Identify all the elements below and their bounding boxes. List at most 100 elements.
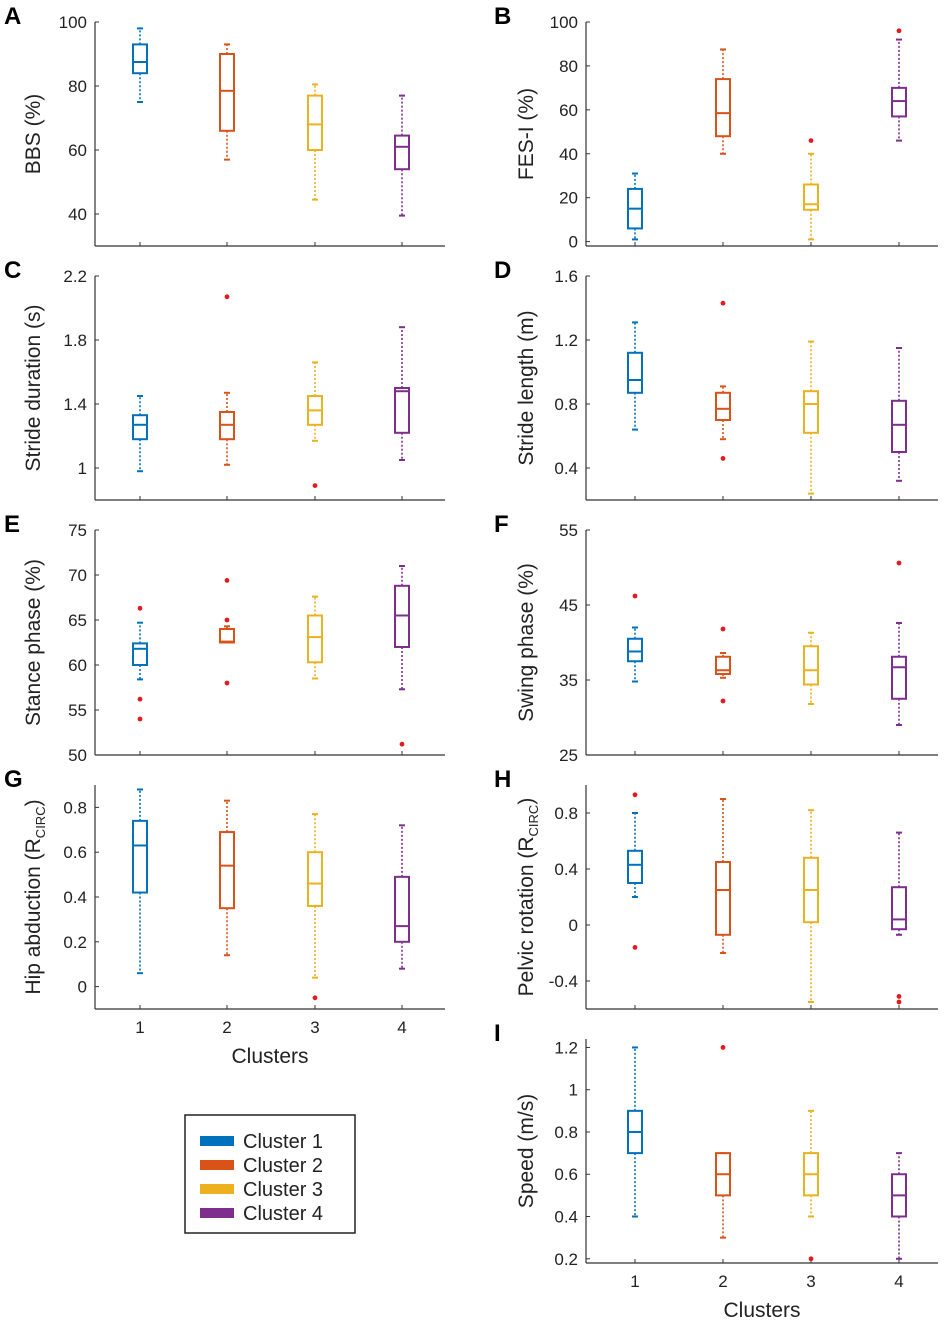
y-tick-label: 80 xyxy=(68,77,87,96)
x-tick-label: 4 xyxy=(894,1272,903,1291)
y-tick-label: 0.4 xyxy=(554,1208,578,1227)
iqr-box xyxy=(715,861,731,936)
y-axis-label-main: Swing phase (%) xyxy=(515,563,538,722)
y-tick-label: 1 xyxy=(569,1081,578,1100)
x-tick-label: 1 xyxy=(135,1018,144,1037)
iqr-box xyxy=(715,655,731,675)
outlier-point xyxy=(896,999,902,1005)
box-cluster-2 xyxy=(219,43,235,161)
y-tick-label: 0.2 xyxy=(554,1250,578,1269)
y-axis-label-subscript: CIRC xyxy=(33,806,48,838)
box-cluster-1 xyxy=(627,321,643,431)
iqr-box xyxy=(891,399,907,453)
y-tick-label: 0.6 xyxy=(554,1165,578,1184)
iqr-box xyxy=(394,387,410,434)
x-tick-label: 2 xyxy=(718,1272,727,1291)
box-cluster-1 xyxy=(627,593,643,683)
box-cluster-1 xyxy=(627,172,643,241)
box-cluster-2 xyxy=(715,1045,731,1239)
y-tick-label: 1.8 xyxy=(63,331,87,350)
y-axis-label-main: Stance phase (%) xyxy=(22,559,45,726)
y-tick-label: 40 xyxy=(68,205,87,224)
x-tick-label: 2 xyxy=(222,1018,231,1037)
y-tick-label: 100 xyxy=(550,13,578,32)
outlier-point xyxy=(632,945,638,950)
y-axis-label: Stance phase (%) xyxy=(22,559,45,726)
box-cluster-2 xyxy=(219,578,235,686)
y-tick-label: 0.4 xyxy=(554,860,578,879)
panel-letter: H xyxy=(494,766,511,793)
y-tick-label: 1.6 xyxy=(554,267,578,286)
y-tick-label: 70 xyxy=(68,566,87,585)
y-tick-label: 55 xyxy=(68,701,87,720)
x-tick-label: 3 xyxy=(310,1018,319,1037)
y-axis-label-main: FES-I (%) xyxy=(515,88,538,180)
y-axis-label-main: Stride length (m) xyxy=(515,310,538,465)
panel-letter: G xyxy=(4,766,23,793)
y-axis-label: Hip abduction (RCIRC) xyxy=(22,799,48,994)
y-tick-label: 25 xyxy=(559,746,578,765)
y-tick-label: 0 xyxy=(569,916,578,935)
iqr-box xyxy=(219,53,235,132)
x-tick-label: 3 xyxy=(806,1272,815,1291)
outlier-point xyxy=(632,792,638,798)
iqr-box xyxy=(627,637,643,663)
iqr-box xyxy=(307,94,323,151)
y-tick-label: 0.2 xyxy=(63,933,87,952)
outlier-point xyxy=(720,456,726,461)
panel-letter: D xyxy=(494,257,511,284)
y-tick-label: 0.8 xyxy=(63,798,87,817)
legend-label: Cluster 4 xyxy=(243,1203,323,1225)
iqr-box xyxy=(627,849,643,884)
panel-G: G 0 0.2 0.4 0.6 0.8 1 2 3 4 Clusters Hip abduction … xyxy=(4,766,445,1068)
outlier-point xyxy=(312,995,318,1001)
outlier-point xyxy=(632,593,638,599)
box-cluster-1 xyxy=(627,1046,643,1218)
iqr-box xyxy=(627,351,643,394)
y-tick-label: 0.4 xyxy=(63,888,87,907)
panel-C: C 1 1.4 1.8 2.2 Stride duration (s) xyxy=(4,257,445,501)
box-cluster-4 xyxy=(394,94,410,217)
panel-letter: A xyxy=(4,3,21,30)
y-tick-label: 1 xyxy=(78,459,87,478)
y-axis-label: FES-I (%) xyxy=(515,88,538,180)
outlier-point xyxy=(808,1256,814,1262)
y-tick-label: 0.6 xyxy=(63,843,87,862)
iqr-box xyxy=(891,886,907,931)
iqr-box xyxy=(803,645,819,686)
panel-letter: C xyxy=(4,257,21,284)
box-cluster-4 xyxy=(891,831,907,1005)
outlier-point xyxy=(137,696,143,702)
y-axis-label: Speed (m/s) xyxy=(515,1094,538,1208)
y-axis-label-subscript: CIRC xyxy=(526,805,541,837)
box-cluster-3 xyxy=(803,631,819,705)
outlier-point xyxy=(224,617,230,623)
y-tick-label: 50 xyxy=(68,746,87,765)
panel-B: B 0 20 40 60 80 100 FES-I (%) xyxy=(494,3,938,252)
iqr-box xyxy=(715,78,731,138)
y-tick-label: 0 xyxy=(78,978,87,997)
x-axis-label: Clusters xyxy=(723,1299,800,1321)
y-axis-label-main: BBS (%) xyxy=(22,94,45,175)
y-tick-label: 0.4 xyxy=(554,459,578,478)
y-tick-label: 0.8 xyxy=(554,395,578,414)
outlier-point xyxy=(896,994,902,999)
iqr-box xyxy=(803,183,819,211)
iqr-box xyxy=(307,614,323,664)
legend-swatch xyxy=(200,1184,234,1194)
y-tick-label: 0 xyxy=(569,233,578,252)
y-tick-label: 55 xyxy=(559,521,578,540)
box-cluster-4 xyxy=(891,1152,907,1260)
outlier-point xyxy=(224,680,230,686)
y-axis-label-end: ) xyxy=(22,799,45,806)
outlier-point xyxy=(896,28,902,34)
legend-swatch xyxy=(200,1160,234,1170)
iqr-box xyxy=(394,134,410,171)
iqr-box xyxy=(219,831,235,910)
panel-letter: F xyxy=(494,511,509,538)
y-axis-label-main: Pelvic rotation (R xyxy=(515,836,538,996)
outlier-point xyxy=(720,1045,726,1050)
legend-label: Cluster 2 xyxy=(243,1155,323,1177)
